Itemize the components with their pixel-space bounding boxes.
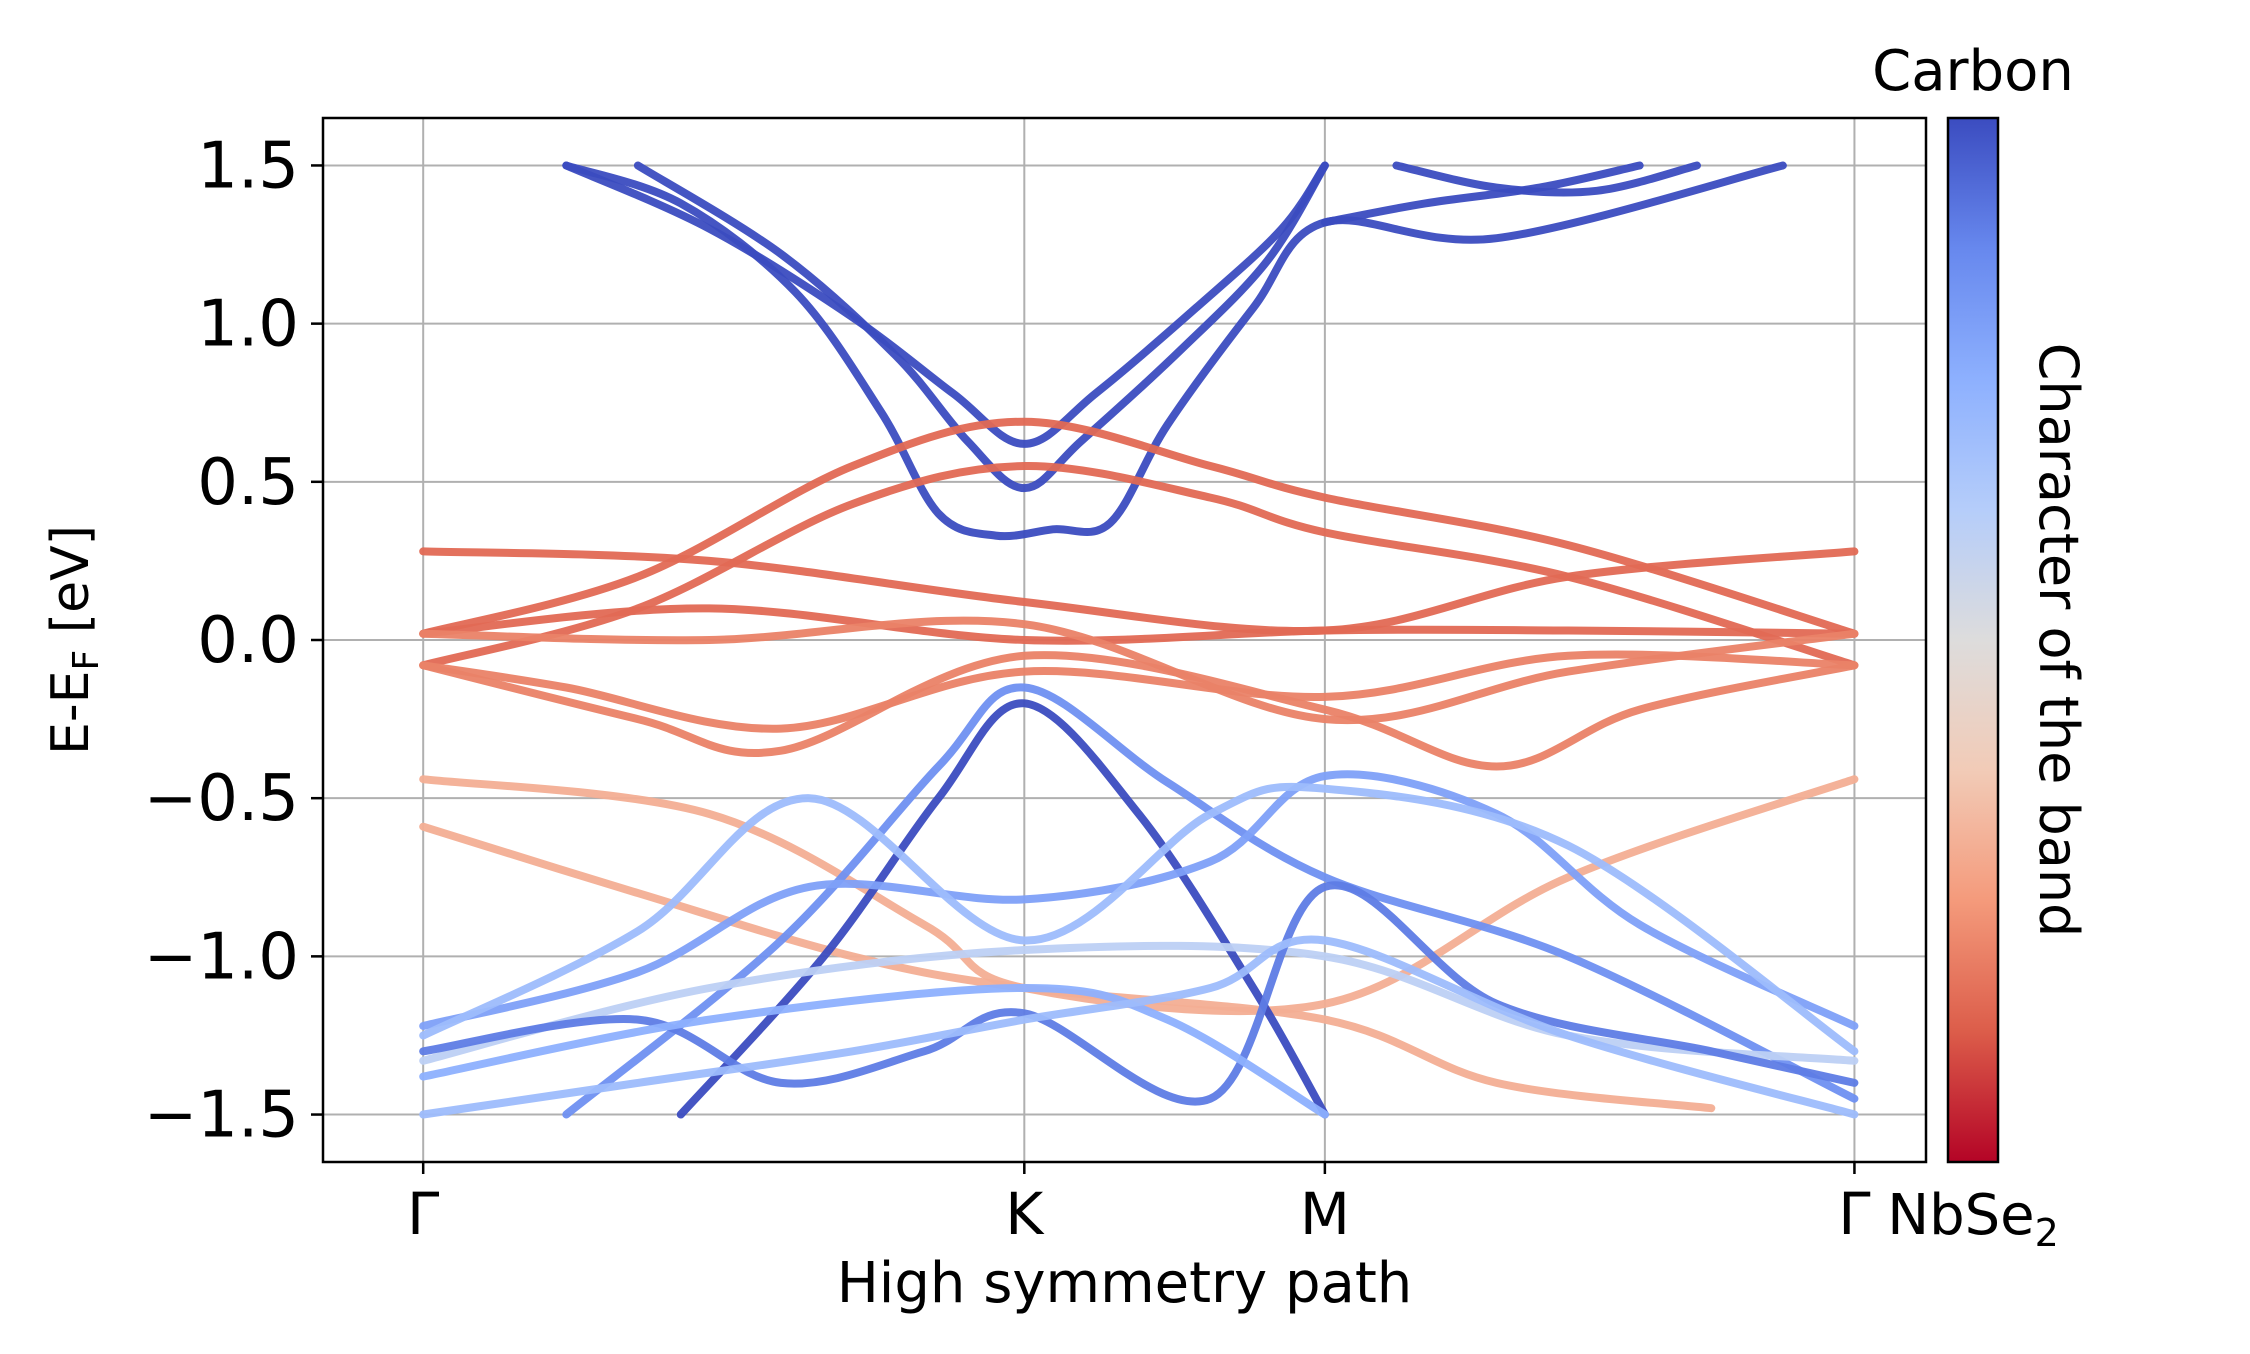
band-line (676, 699, 1329, 1119)
band-line (419, 770, 1859, 1030)
band-line (633, 161, 1329, 493)
colorbar-top-label: Carbon (1872, 39, 2074, 104)
band-line (419, 984, 1329, 1119)
band-line (562, 161, 1329, 448)
y-axis-label-main: E-E (41, 670, 101, 754)
y-tick-label: −1.5 (144, 1079, 299, 1153)
y-tick-label: −0.5 (144, 762, 299, 836)
band-line (1392, 161, 1701, 197)
y-tick-label: −1.0 (144, 920, 299, 994)
x-tick-label: Γ (1838, 1180, 1870, 1248)
band-line (562, 683, 1859, 1119)
band-line (419, 604, 1859, 645)
y-axis-label-unit: [eV] (41, 525, 101, 650)
band-line (562, 161, 1787, 541)
colorbar-label: Character of the band (2027, 343, 2090, 938)
band-line (419, 782, 1859, 1056)
y-tick-label: 0.0 (197, 604, 299, 678)
colorbar: Carbon NbSe2 Character of the band (1872, 39, 2090, 1255)
colorbar-gradient (1946, 116, 2000, 1164)
y-tick-label: 0.5 (197, 446, 299, 520)
colorbar-bottom-label-sub: 2 (2035, 1211, 2059, 1255)
band-line (419, 881, 1859, 1106)
y-axis-label: E-EF [eV] (41, 525, 107, 755)
band-line (419, 822, 1716, 1113)
band-line (419, 616, 1859, 725)
x-tick-label: M (1300, 1180, 1350, 1248)
bands-layer (419, 161, 1859, 1119)
x-tick-label: Γ (407, 1180, 439, 1248)
axes-layer: 1.5 1.0 0.5 0.0 −0.5 −1.0 −1.5 Γ K M Γ High symmetr… (41, 116, 1928, 1316)
band-line (419, 935, 1859, 1119)
band-line (419, 651, 1859, 771)
x-axis-label: High symmetry path (837, 1251, 1413, 1316)
y-axis-label-sub: F (66, 650, 107, 671)
band-line (419, 650, 1859, 733)
x-tick-label: K (1005, 1180, 1045, 1248)
y-tick-label: 1.5 (197, 129, 299, 203)
band-line (419, 461, 1859, 670)
y-tick-label: 1.0 (197, 288, 299, 362)
band-line (1320, 161, 1644, 227)
colorbar-bottom-label-main: NbSe (1887, 1183, 2034, 1248)
band-line (419, 417, 1859, 638)
colorbar-bottom-label: NbSe2 (1887, 1183, 2059, 1255)
